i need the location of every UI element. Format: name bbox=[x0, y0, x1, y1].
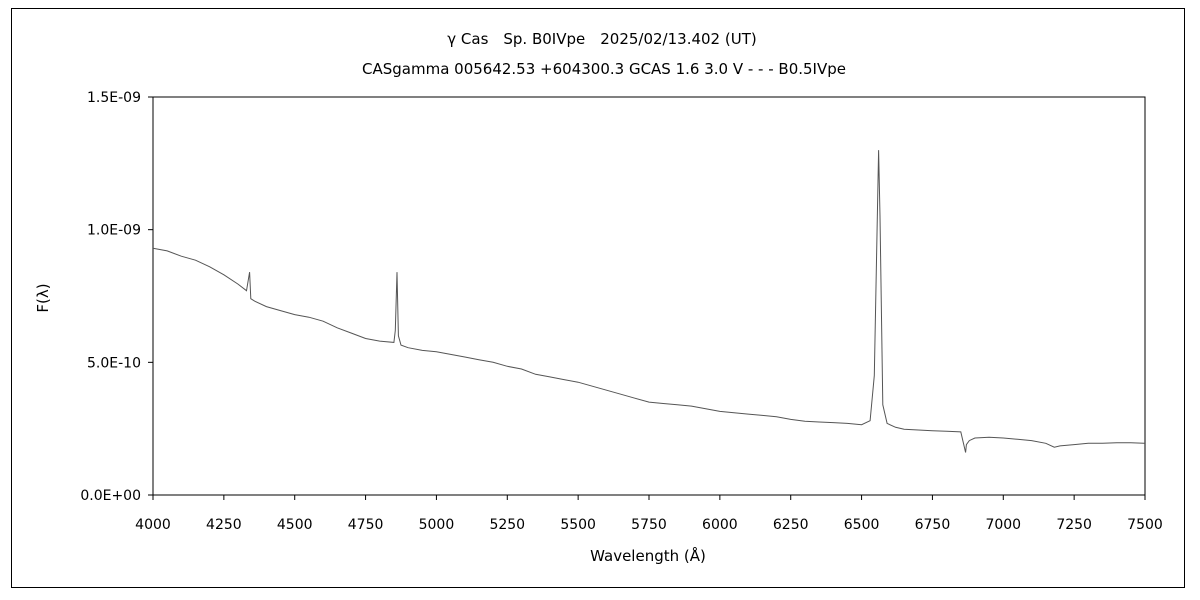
y-tick-label: 1.5E-09 bbox=[87, 90, 141, 106]
x-tick-label: 7500 bbox=[1127, 517, 1163, 533]
x-tick-label: 7000 bbox=[985, 517, 1021, 533]
x-tick-label: 4750 bbox=[348, 517, 384, 533]
chart-title: γ Cas Sp. B0IVpe 2025/02/13.402 (UT) bbox=[447, 30, 756, 48]
x-tick-label: 4500 bbox=[277, 517, 313, 533]
x-tick-label: 5750 bbox=[631, 517, 667, 533]
x-tick-label: 4000 bbox=[135, 517, 171, 533]
x-tick-label: 6000 bbox=[702, 517, 738, 533]
x-tick-label: 6250 bbox=[773, 517, 809, 533]
y-axis-label: F(λ) bbox=[34, 283, 52, 312]
y-tick-label: 1.0E-09 bbox=[87, 223, 141, 239]
y-tick-label: 5.0E-10 bbox=[87, 355, 141, 371]
x-tick-label: 5000 bbox=[419, 517, 455, 533]
chart-frame bbox=[11, 8, 1185, 588]
plot-area-border bbox=[152, 96, 1146, 496]
x-axis-label: Wavelength (Å) bbox=[590, 546, 706, 565]
x-tick-label: 5250 bbox=[489, 517, 525, 533]
x-tick-label: 5500 bbox=[560, 517, 596, 533]
x-tick-label: 7250 bbox=[1056, 517, 1092, 533]
x-tick-label: 6750 bbox=[915, 517, 951, 533]
y-tick-label: 0.0E+00 bbox=[80, 488, 141, 504]
chart-subtitle: CASgamma 005642.53 +604300.3 GCAS 1.6 3.… bbox=[362, 60, 846, 78]
x-tick-label: 6500 bbox=[844, 517, 880, 533]
spectrum-line bbox=[152, 150, 1146, 453]
x-tick-label: 4250 bbox=[206, 517, 242, 533]
